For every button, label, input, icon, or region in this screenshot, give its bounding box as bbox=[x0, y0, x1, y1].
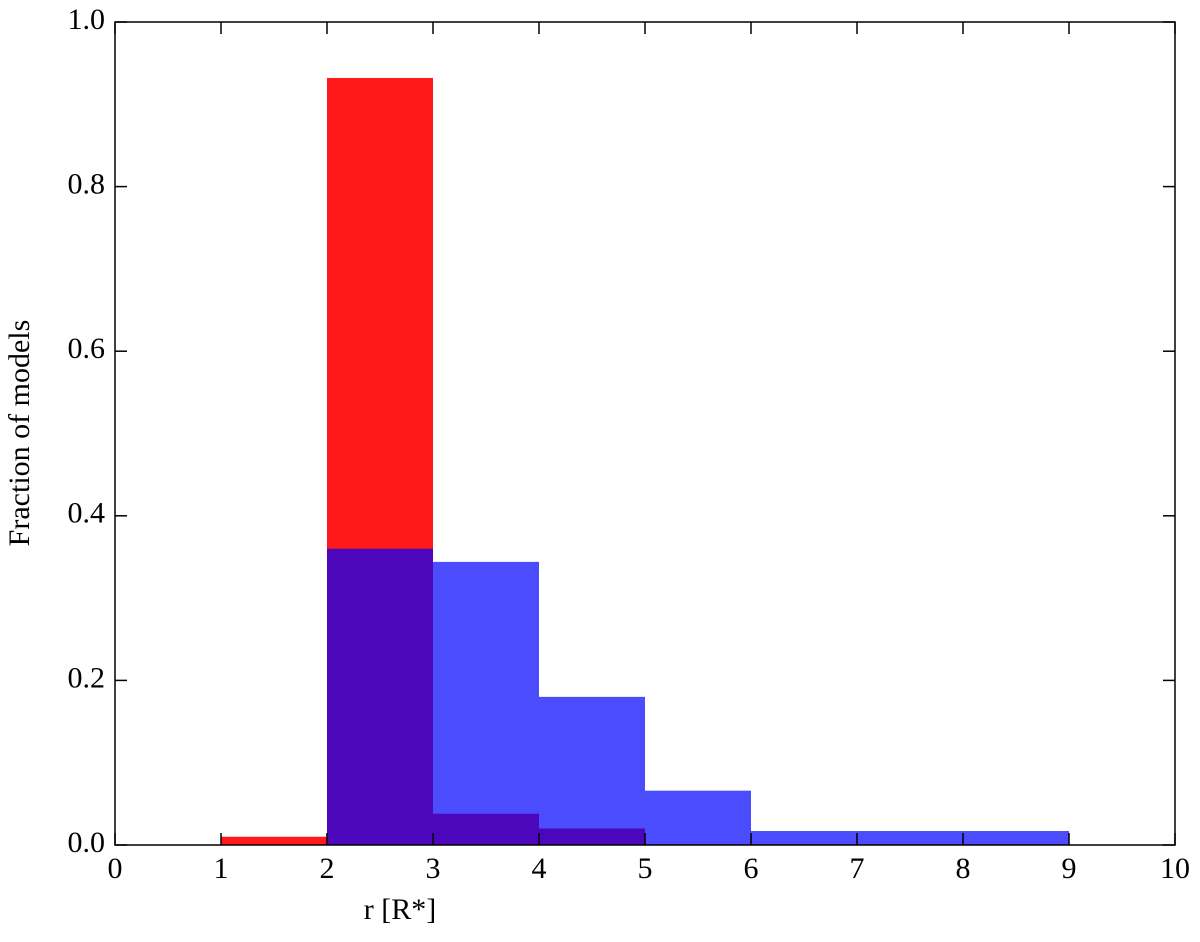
y-tick-label: 0.6 bbox=[68, 332, 106, 365]
histogram-bar bbox=[539, 696, 645, 845]
y-tick-label: 1.0 bbox=[68, 3, 106, 36]
x-tick-label: 7 bbox=[850, 852, 865, 885]
y-tick-label: 0.8 bbox=[68, 167, 106, 200]
y-tick-label: 0.2 bbox=[68, 661, 106, 694]
histogram-bar bbox=[963, 831, 1069, 845]
x-tick-label: 0 bbox=[108, 852, 123, 885]
x-tick-label: 1 bbox=[214, 852, 229, 885]
x-axis-label: r [R*] bbox=[364, 893, 436, 926]
y-tick-label: 0.4 bbox=[68, 497, 106, 530]
histogram-bar bbox=[751, 831, 857, 845]
x-tick-label: 9 bbox=[1062, 852, 1077, 885]
x-tick-label: 2 bbox=[320, 852, 335, 885]
histogram-bar bbox=[327, 548, 433, 845]
y-axis-label: Fraction of models bbox=[3, 320, 36, 547]
histogram-bar bbox=[645, 790, 751, 845]
y-tick-label: 0.0 bbox=[68, 826, 106, 859]
x-tick-label: 6 bbox=[744, 852, 759, 885]
x-tick-label: 3 bbox=[426, 852, 441, 885]
histogram-bar bbox=[857, 831, 963, 845]
x-tick-label: 5 bbox=[638, 852, 653, 885]
x-tick-label: 4 bbox=[532, 852, 547, 885]
x-tick-label: 8 bbox=[956, 852, 971, 885]
histogram-bar bbox=[221, 836, 327, 845]
x-tick-label: 10 bbox=[1160, 852, 1190, 885]
histogram-bar bbox=[433, 561, 539, 845]
